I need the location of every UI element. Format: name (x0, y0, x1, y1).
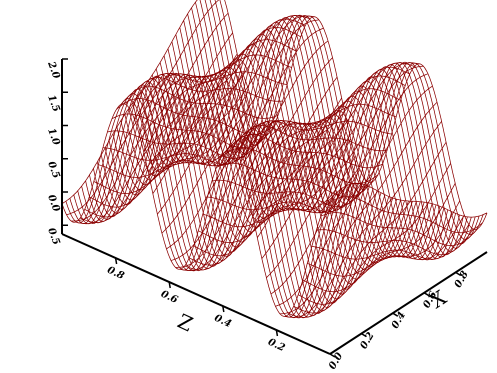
wire-line-x (77, 84, 347, 319)
z-axis-title: Z (174, 309, 197, 337)
wire-line-x (179, 27, 449, 261)
x-tick-mark (455, 271, 461, 277)
wire-line-x (140, 72, 409, 261)
wire-line-x (159, 53, 429, 258)
z-tick-label: 0.6 (159, 289, 179, 306)
wire-line-x (163, 48, 433, 259)
wire-line-x (224, 0, 488, 230)
wire-line-x (144, 69, 413, 260)
surface-wireframe (61, 0, 488, 319)
x-tick-mark (392, 312, 399, 317)
y-tick-label: 1.0 (45, 127, 61, 147)
z-tick-mark (275, 329, 279, 337)
wire-line-x (191, 7, 460, 258)
wire-line-x (132, 75, 401, 267)
wire-line-x (124, 75, 394, 275)
x-tick-mark (361, 332, 367, 338)
wire-line-x (61, 103, 331, 317)
wire-line-x (199, 0, 468, 253)
wire-line-x (89, 75, 358, 314)
wire-line-z (307, 214, 465, 277)
plot-axes: 0.00.20.40.60.80.20.40.60.80.50.00.51.01… (45, 58, 488, 372)
z-tick-label: 0.8 (105, 265, 125, 282)
wire-line-x (204, 0, 472, 249)
x-tick-mark (329, 353, 336, 358)
z-tick-mark (168, 281, 171, 289)
y-tick-label: 1.5 (45, 94, 61, 114)
wire-line-x (195, 2, 464, 256)
wire-line-x (112, 74, 382, 290)
wire-line-x (219, 0, 484, 235)
wire-line-x (187, 13, 456, 259)
z-tick-mark (222, 305, 225, 313)
wire-line-x (171, 38, 441, 260)
wire-line-x (183, 20, 453, 260)
wire-line-x (214, 0, 480, 240)
wire-line-x (69, 93, 339, 319)
wire-line-x (65, 98, 335, 318)
wire-line-x (120, 75, 390, 280)
wire-line-x (209, 0, 476, 245)
wire-line-x (151, 62, 421, 258)
wire-line-z (270, 73, 429, 295)
x-tick-mark (423, 292, 430, 297)
wire-line-x (81, 81, 350, 318)
z-tick-mark (114, 257, 118, 265)
wire-line-x (175, 33, 445, 261)
wire-line-x (148, 66, 417, 258)
y-tick-label: 0.5 (45, 227, 61, 247)
y-tick-label: 2.0 (45, 59, 62, 80)
z-tick-label: 0.4 (213, 313, 233, 330)
y-tick-label: 0.5 (45, 160, 61, 180)
z-tick-label: 0.2 (266, 337, 286, 354)
y-tick-label: 0.0 (45, 193, 61, 213)
wire-line-z (198, 155, 356, 243)
z-axis-line (61, 233, 331, 355)
wire-line-x (96, 73, 366, 308)
x-axis-line (329, 251, 488, 355)
wire-line-x (128, 75, 398, 271)
